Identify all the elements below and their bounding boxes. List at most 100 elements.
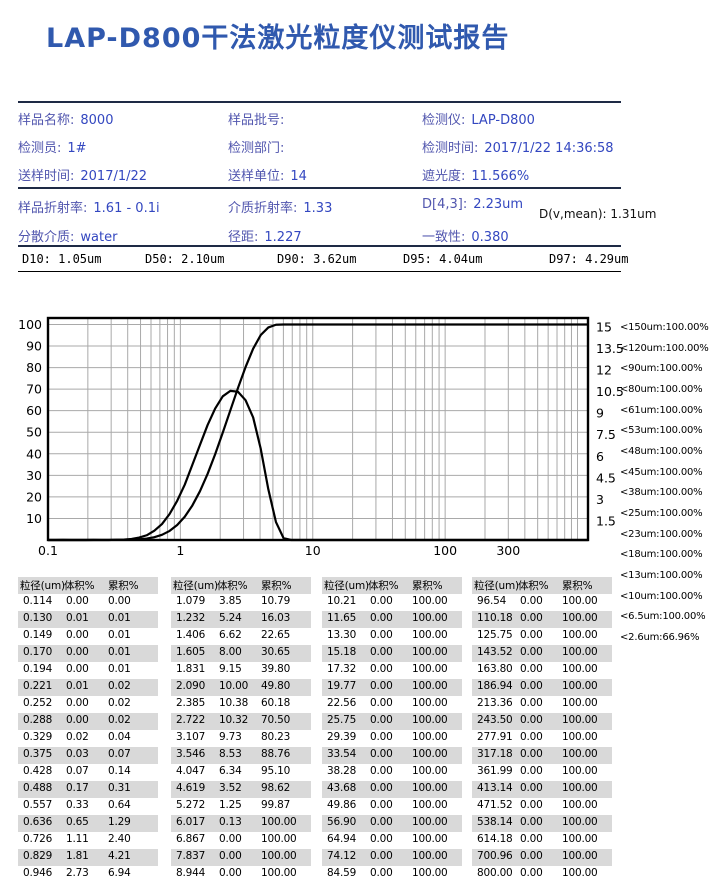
table-row: 538.14 0.00 100.00 — [472, 815, 612, 832]
size-cell: 49.86 — [327, 799, 357, 811]
size-cell: 1.232 — [176, 612, 206, 624]
cumulative-cell: 98.62 — [261, 782, 291, 794]
undersize-percent-value: 100.00% — [659, 549, 703, 561]
size-cell: 700.96 — [477, 850, 513, 862]
info-field-value: 14 — [290, 169, 307, 184]
volume-cell: 0.33 — [66, 799, 89, 811]
size-cell: 96.54 — [477, 595, 507, 607]
y-left-tick-label: 70 — [26, 382, 42, 397]
d-percentile: D90: 3.62um — [277, 252, 357, 266]
y-left-tick-label: 60 — [26, 403, 42, 418]
size-cell: 8.944 — [176, 867, 206, 879]
volume-cell: 10.32 — [219, 714, 249, 726]
table-row: 1.406 6.62 22.65 — [171, 628, 311, 645]
cumulative-cell: 100.00 — [562, 867, 598, 879]
y-right-tick-label: 9 — [596, 406, 604, 421]
distribution-table: 粒径(um) 体积% 累积% 1.079 3.85 10.79 1.232 5.24 16.03… — [171, 577, 311, 883]
cumulative-cell: 70.50 — [261, 714, 291, 726]
size-cell: 74.12 — [327, 850, 357, 862]
table-row: 1.232 5.24 16.03 — [171, 611, 311, 628]
y-right-tick-label: 13.5 — [596, 341, 624, 356]
undersize-percent-value: 100.00% — [659, 363, 703, 375]
undersize-item: <120um: 100.00% — [620, 338, 717, 359]
undersize-size-label: <80um: — [620, 383, 660, 395]
volume-cell: 0.00 — [66, 646, 89, 658]
cumulative-cell: 100.00 — [562, 714, 598, 726]
volume-cell: 0.00 — [520, 850, 543, 862]
volume-cell: 0.01 — [66, 612, 89, 624]
info-field-value: LAP-D800 — [471, 113, 535, 128]
volume-cell: 0.00 — [370, 646, 393, 658]
table-row: 6.017 0.13 100.00 — [171, 815, 311, 832]
size-cell: 1.605 — [176, 646, 206, 658]
column-header: 体积% — [217, 580, 248, 592]
cumulative-cell: 100.00 — [412, 867, 448, 879]
cumulative-cell: 0.04 — [108, 731, 131, 743]
size-cell: 2.090 — [176, 680, 206, 692]
info-field-label: 送样时间: — [18, 169, 75, 184]
volume-cell: 6.62 — [219, 629, 242, 641]
table-row: 186.94 0.00 100.00 — [472, 679, 612, 696]
info-field-value: 2017/1/22 14:36:58 — [484, 141, 614, 156]
size-cell: 13.30 — [327, 629, 357, 641]
table-row: 13.30 0.00 100.00 — [322, 628, 462, 645]
undersize-percent-value: 100.00% — [662, 611, 706, 623]
volume-cell: 0.00 — [520, 697, 543, 709]
cumulative-cell: 100.00 — [412, 850, 448, 862]
cumulative-cell: 0.31 — [108, 782, 131, 794]
table-row: 4.047 6.34 95.10 — [171, 764, 311, 781]
volume-cell: 0.65 — [66, 816, 89, 828]
volume-cell: 0.00 — [520, 833, 543, 845]
volume-cell: 0.00 — [520, 595, 543, 607]
volume-cell: 0.01 — [66, 680, 89, 692]
cumulative-cell: 99.87 — [261, 799, 291, 811]
table-row: 29.39 0.00 100.00 — [322, 730, 462, 747]
volume-cell: 0.00 — [66, 629, 89, 641]
optics-field: 径距: 1.227 — [228, 226, 302, 245]
volume-cell: 0.00 — [219, 850, 242, 862]
size-cell: 800.00 — [477, 867, 513, 879]
table-row: 5.272 1.25 99.87 — [171, 798, 311, 815]
volume-cell: 0.00 — [370, 867, 393, 879]
undersize-percent-value: 100.00% — [659, 404, 703, 416]
cumulative-cell: 100.00 — [412, 833, 448, 845]
table-row: 0.149 0.00 0.01 — [18, 628, 158, 645]
cumulative-cell: 0.02 — [108, 680, 131, 692]
volume-cell: 0.00 — [370, 663, 393, 675]
column-header: 累积% — [261, 580, 292, 592]
table-row: 1.079 3.85 10.79 — [171, 594, 311, 611]
distribution-table: 粒径(um) 体积% 累积% 96.54 0.00 100.00 110.18 0.00 100… — [472, 577, 612, 883]
optics-field: 一致性: 0.380 — [422, 226, 509, 245]
table-row: 0.636 0.65 1.29 — [18, 815, 158, 832]
y-right-tick-label: 6 — [596, 449, 604, 464]
cumulative-cell: 100.00 — [412, 731, 448, 743]
table-row: 7.837 0.00 100.00 — [171, 849, 311, 866]
undersize-percent-value: 100.00% — [659, 383, 703, 395]
volume-cell: 0.00 — [520, 816, 543, 828]
table-row: 243.50 0.00 100.00 — [472, 713, 612, 730]
volume-cell: 0.00 — [520, 646, 543, 658]
cumulative-cell: 49.80 — [261, 680, 291, 692]
size-cell: 1.831 — [176, 663, 206, 675]
table-row: 25.75 0.00 100.00 — [322, 713, 462, 730]
d-percentile: D97: 4.29um — [549, 252, 629, 266]
table-row: 10.21 0.00 100.00 — [322, 594, 462, 611]
cumulative-cell: 100.00 — [562, 697, 598, 709]
volume-cell: 0.03 — [66, 748, 89, 760]
divider — [18, 101, 621, 103]
cumulative-cell: 100.00 — [562, 612, 598, 624]
table-row: 110.18 0.00 100.00 — [472, 611, 612, 628]
volume-cell: 0.00 — [520, 867, 543, 879]
cumulative-cell: 100.00 — [261, 833, 297, 845]
cumulative-cell: 100.00 — [562, 782, 598, 794]
cumulative-cell: 100.00 — [412, 646, 448, 658]
size-cell: 29.39 — [327, 731, 357, 743]
volume-cell: 0.00 — [520, 799, 543, 811]
y-right-tick-label: 15 — [596, 319, 612, 334]
table-row: 0.375 0.03 0.07 — [18, 747, 158, 764]
undersize-percent-value: 100.00% — [659, 590, 703, 602]
table-row: 74.12 0.00 100.00 — [322, 849, 462, 866]
table-row: 361.99 0.00 100.00 — [472, 764, 612, 781]
table-row: 0.428 0.07 0.14 — [18, 764, 158, 781]
